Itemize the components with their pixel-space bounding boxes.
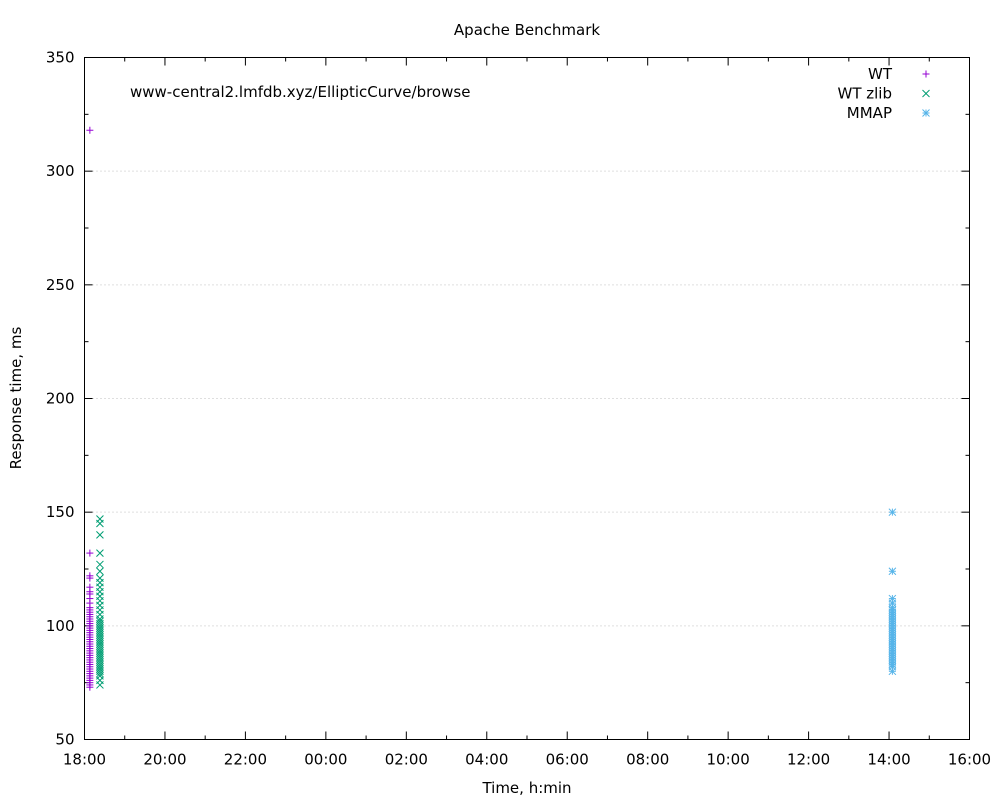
data-point — [96, 531, 104, 539]
y-tick-label: 200 — [46, 390, 75, 408]
x-tick-label: 22:00 — [224, 751, 267, 769]
x-tick-label: 00:00 — [304, 751, 347, 769]
data-point — [96, 519, 104, 528]
y-axis-title: Response time, ms — [7, 326, 25, 469]
data-point — [86, 606, 94, 614]
axis-ticks — [84, 57, 970, 740]
x-tick-label: 14:00 — [867, 751, 910, 769]
data-point — [888, 508, 897, 517]
x-tick-label: 10:00 — [707, 751, 750, 769]
data-point — [96, 669, 104, 678]
data-point — [86, 126, 94, 134]
y-tick-label: 100 — [46, 617, 75, 635]
y-tick-label: 150 — [46, 503, 75, 521]
x-tick-label: 06:00 — [546, 751, 589, 769]
y-tick-label: 350 — [46, 49, 75, 67]
data-point — [86, 549, 94, 557]
x-tick-label: 12:00 — [787, 751, 830, 769]
y-tick-label: 50 — [55, 731, 74, 749]
data-point — [888, 667, 897, 676]
x-tick-label: 04:00 — [465, 751, 508, 769]
legend-label: WT — [868, 65, 893, 83]
data-point — [96, 681, 104, 689]
legend-marker — [922, 89, 930, 98]
data-point — [86, 683, 94, 691]
x-tick-label: 02:00 — [385, 751, 428, 769]
chart-subtitle: www-central2.lmfdb.xyz/EllipticCurve/bro… — [130, 83, 470, 101]
y-tick-label: 300 — [46, 162, 75, 180]
chart-title: Apache Benchmark — [454, 21, 600, 39]
data-point — [96, 567, 104, 576]
data-point — [888, 567, 897, 576]
data-point — [96, 549, 104, 557]
data-point — [86, 615, 94, 623]
legend-marker — [922, 70, 930, 78]
data-point — [96, 560, 104, 569]
legend-marker — [922, 109, 930, 117]
x-tick-label: 08:00 — [626, 751, 669, 769]
data-points — [86, 126, 897, 691]
legend-label: MMAP — [847, 104, 892, 122]
x-tick-label: 18:00 — [63, 751, 106, 769]
legend-label: WT zlib — [838, 85, 893, 103]
grid-lines — [84, 170, 970, 627]
x-axis-title: Time, h:min — [481, 779, 571, 797]
y-tick-label: 250 — [46, 276, 75, 294]
data-point — [86, 574, 94, 582]
x-tick-label: 20:00 — [143, 751, 186, 769]
x-tick-label: 16:00 — [948, 751, 991, 769]
